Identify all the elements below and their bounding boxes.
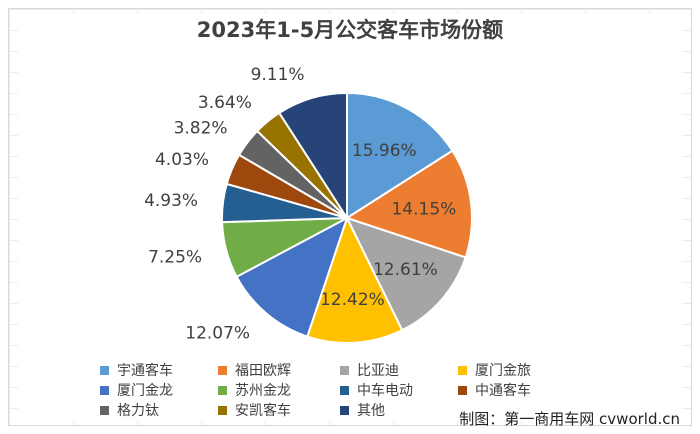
legend-swatch-10	[340, 405, 349, 415]
legend-swatch-1	[218, 365, 227, 375]
legend-label-0: 宇通客车	[117, 363, 173, 379]
pie-slice-3	[306, 215, 404, 344]
legend-label-6: 中车电动	[357, 383, 413, 399]
legend-item-4: 厦门金龙	[100, 382, 218, 399]
legend-label-4: 厦门金龙	[117, 383, 173, 399]
slice-label-1: 14.15%	[391, 200, 456, 220]
slice-label-0: 15.96%	[352, 141, 417, 161]
slice-label-10: 9.11%	[251, 65, 305, 85]
legend-item-10: 其他	[340, 402, 458, 419]
slice-label-9: 3.64%	[198, 93, 252, 113]
legend-label-1: 福田欧辉	[235, 363, 291, 379]
slice-label-3: 12.42%	[320, 290, 385, 310]
slice-label-6: 4.93%	[144, 191, 198, 211]
legend-swatch-0	[100, 365, 109, 375]
legend-item-6: 中车电动	[340, 382, 458, 399]
legend-swatch-8	[100, 405, 109, 415]
legend-swatch-5	[218, 385, 227, 395]
pie-slice-1	[344, 149, 473, 259]
legend-label-3: 厦门金旅	[475, 363, 531, 379]
legend-item-1: 福田欧辉	[218, 362, 340, 379]
legend-item-8: 格力钛	[100, 402, 218, 419]
legend-item-3: 厦门金旅	[458, 362, 578, 379]
slice-label-2: 12.61%	[373, 260, 438, 280]
legend-label-5: 苏州金龙	[235, 383, 291, 399]
legend-swatch-6	[340, 385, 349, 395]
legend-label-9: 安凯客车	[235, 403, 291, 419]
slice-label-8: 3.82%	[174, 118, 228, 138]
pie-slice-10	[277, 91, 348, 222]
legend-swatch-7	[458, 385, 467, 395]
legend-item-9: 安凯客车	[218, 402, 340, 419]
slice-label-7: 4.03%	[155, 150, 209, 170]
legend-swatch-4	[100, 385, 109, 395]
legend-item-7: 中通客车	[458, 382, 578, 399]
legend-item-0: 宇通客车	[100, 362, 218, 379]
slice-label-5: 7.25%	[148, 248, 202, 268]
legend-item-2: 比亚迪	[340, 362, 458, 379]
legend-label-7: 中通客车	[475, 383, 531, 399]
legend-swatch-9	[218, 405, 227, 415]
legend-label-8: 格力钛	[117, 403, 159, 419]
footer-credit: 制图：第一商用车网 cvworld.cn	[459, 410, 680, 428]
legend-label-2: 比亚迪	[357, 363, 399, 379]
legend-item-5: 苏州金龙	[218, 382, 340, 399]
legend-swatch-2	[340, 365, 349, 375]
legend-swatch-3	[458, 365, 467, 375]
pie-slice-4	[235, 215, 349, 338]
chart-legend: 宇通客车 福田欧辉 比亚迪 厦门金旅厦门金龙 苏州金龙 中车电动 中通客车格力钛 安凯客车 其他	[100, 362, 620, 419]
legend-label-10: 其他	[357, 403, 385, 419]
pie-slice-2	[345, 216, 467, 332]
pie-slice-0	[346, 91, 454, 220]
chart-title: 2023年1-5月公交客车市场份额	[196, 18, 504, 42]
slice-label-4: 12.07%	[185, 324, 250, 344]
